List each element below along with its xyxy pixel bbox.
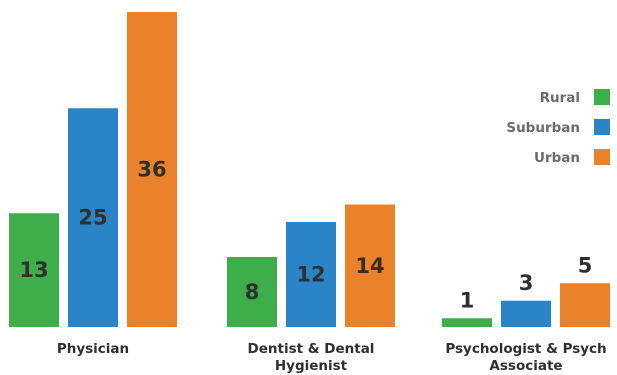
bar-urban-dentist-dental-hygienist xyxy=(345,204,395,327)
bar-suburban-psychologist-psych-associate xyxy=(501,300,551,327)
bar-rural-physician xyxy=(9,213,59,327)
bar-urban-physician xyxy=(127,12,177,327)
legend-label-urban: Urban xyxy=(534,150,580,166)
bars-layer xyxy=(9,12,610,327)
legend-swatch-rural xyxy=(594,89,610,105)
category-label-physician: Physician xyxy=(57,341,129,357)
value-label-suburban-psychologist-psych-associate: 3 xyxy=(519,271,534,295)
bar-rural-dentist-dental-hygienist xyxy=(227,257,277,327)
legend: Rural Suburban Urban xyxy=(506,89,610,166)
legend-label-suburban: Suburban xyxy=(506,120,580,136)
value-label-rural-psychologist-psych-associate: 1 xyxy=(460,288,475,312)
value-label-urban-physician: 36 xyxy=(137,158,166,182)
legend-swatch-urban xyxy=(594,149,610,165)
legend-swatch-suburban xyxy=(594,119,610,135)
category-label-psychologist-psych-associate: Psychologist & Psych Associate xyxy=(445,341,606,374)
value-label-urban-psychologist-psych-associate: 5 xyxy=(578,253,593,277)
value-label-rural-dentist-dental-hygienist: 8 xyxy=(245,280,260,304)
category-label-dentist-dental-hygienist: Dentist & Dental Hygienist xyxy=(248,341,375,374)
bar-urban-psychologist-psych-associate xyxy=(560,283,610,327)
bar-rural-psychologist-psych-associate xyxy=(442,318,492,327)
legend-label-rural: Rural xyxy=(540,90,580,106)
bar-suburban-dentist-dental-hygienist xyxy=(286,222,336,327)
bar-suburban-physician xyxy=(68,108,118,327)
value-label-urban-dentist-dental-hygienist: 14 xyxy=(355,254,384,278)
value-label-rural-physician: 13 xyxy=(19,258,48,282)
value-label-suburban-dentist-dental-hygienist: 12 xyxy=(296,263,325,287)
value-label-suburban-physician: 25 xyxy=(78,206,107,230)
